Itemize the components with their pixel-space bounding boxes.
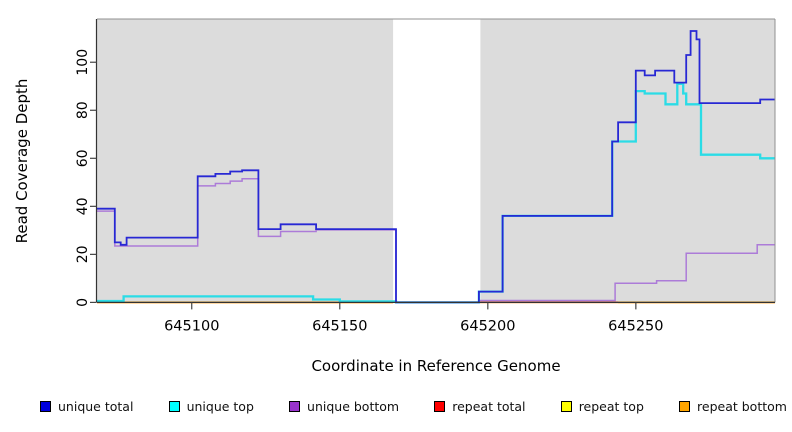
legend-item-repeat-total: repeat total: [434, 399, 526, 414]
x-tick-label: 645150: [312, 318, 367, 334]
y-tick-label: 100: [75, 49, 91, 76]
x-tick-label: 645200: [460, 318, 515, 334]
no-data-region: [393, 19, 481, 303]
legend-item-repeat-bottom: repeat bottom: [679, 399, 787, 414]
x-axis-title: Coordinate in Reference Genome: [311, 357, 560, 375]
series-unique-total: [97, 30, 775, 304]
y-tick-label: 40: [75, 197, 91, 215]
legend-label: unique bottom: [307, 399, 400, 414]
axes: 0 20 40 60 80 100 645100 645150 645200 645250: [75, 18, 776, 334]
legend-swatch: [560, 401, 572, 412]
legend-label: repeat top: [578, 399, 644, 414]
y-axis-title: Read Coverage Depth: [13, 79, 31, 244]
legend-item-repeat-top: repeat top: [560, 399, 644, 414]
y-tick-label: 20: [75, 245, 91, 263]
plot-background: [97, 19, 775, 303]
legend-swatch: [40, 401, 51, 412]
y-tick-label: 60: [75, 149, 91, 167]
legend-label: repeat bottom: [697, 399, 787, 414]
legend-label: unique top: [186, 399, 254, 414]
legend-swatch: [434, 401, 446, 412]
legend-label: repeat total: [452, 399, 526, 414]
chart-legend: unique total unique top unique bottom repea…: [40, 399, 787, 414]
legend-swatch: [289, 401, 301, 412]
y-tick-label: 0: [75, 298, 91, 307]
legend-item-unique-top: unique top: [168, 399, 254, 414]
coverage-chart: 0 20 40 60 80 100 645100 645150 645200 645250 Coo…: [13, 18, 776, 375]
legend-swatch: [168, 401, 180, 412]
legend-swatch: [679, 401, 691, 412]
x-tick-label: 645100: [164, 318, 219, 334]
series-unique-bottom: [97, 177, 775, 304]
legend-item-unique-total: unique total: [40, 399, 133, 414]
x-tick-label: 645250: [608, 318, 663, 334]
legend-item-unique-bottom: unique bottom: [289, 399, 399, 414]
y-tick-label: 80: [75, 101, 91, 119]
legend-label: unique total: [58, 399, 134, 414]
